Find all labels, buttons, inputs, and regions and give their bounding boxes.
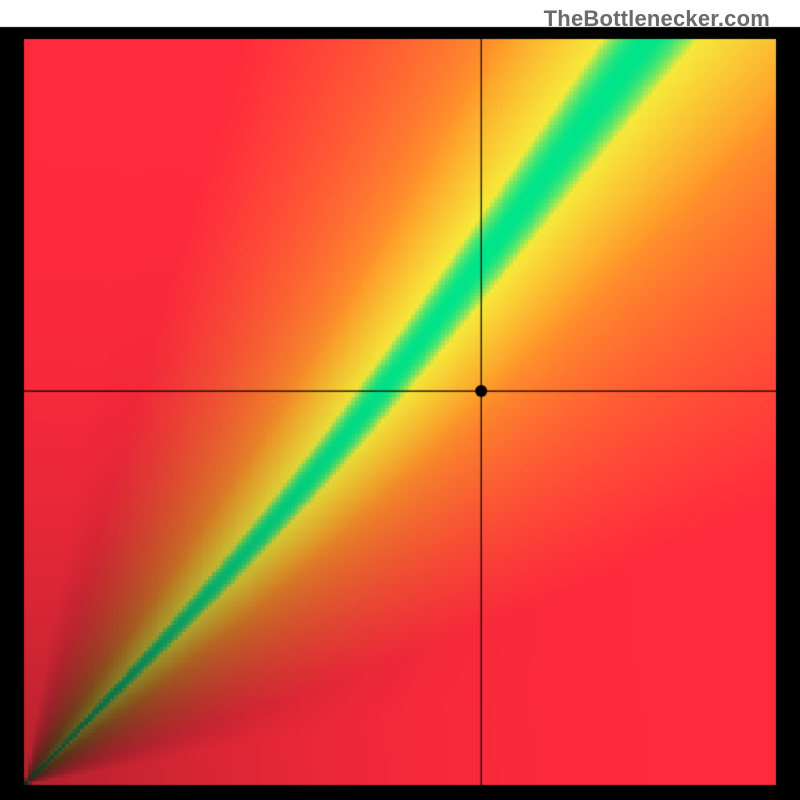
chart-container: TheBottlenecker.com bbox=[0, 0, 800, 800]
watermark-text: TheBottlenecker.com bbox=[544, 6, 770, 32]
heatmap-canvas bbox=[0, 0, 800, 800]
